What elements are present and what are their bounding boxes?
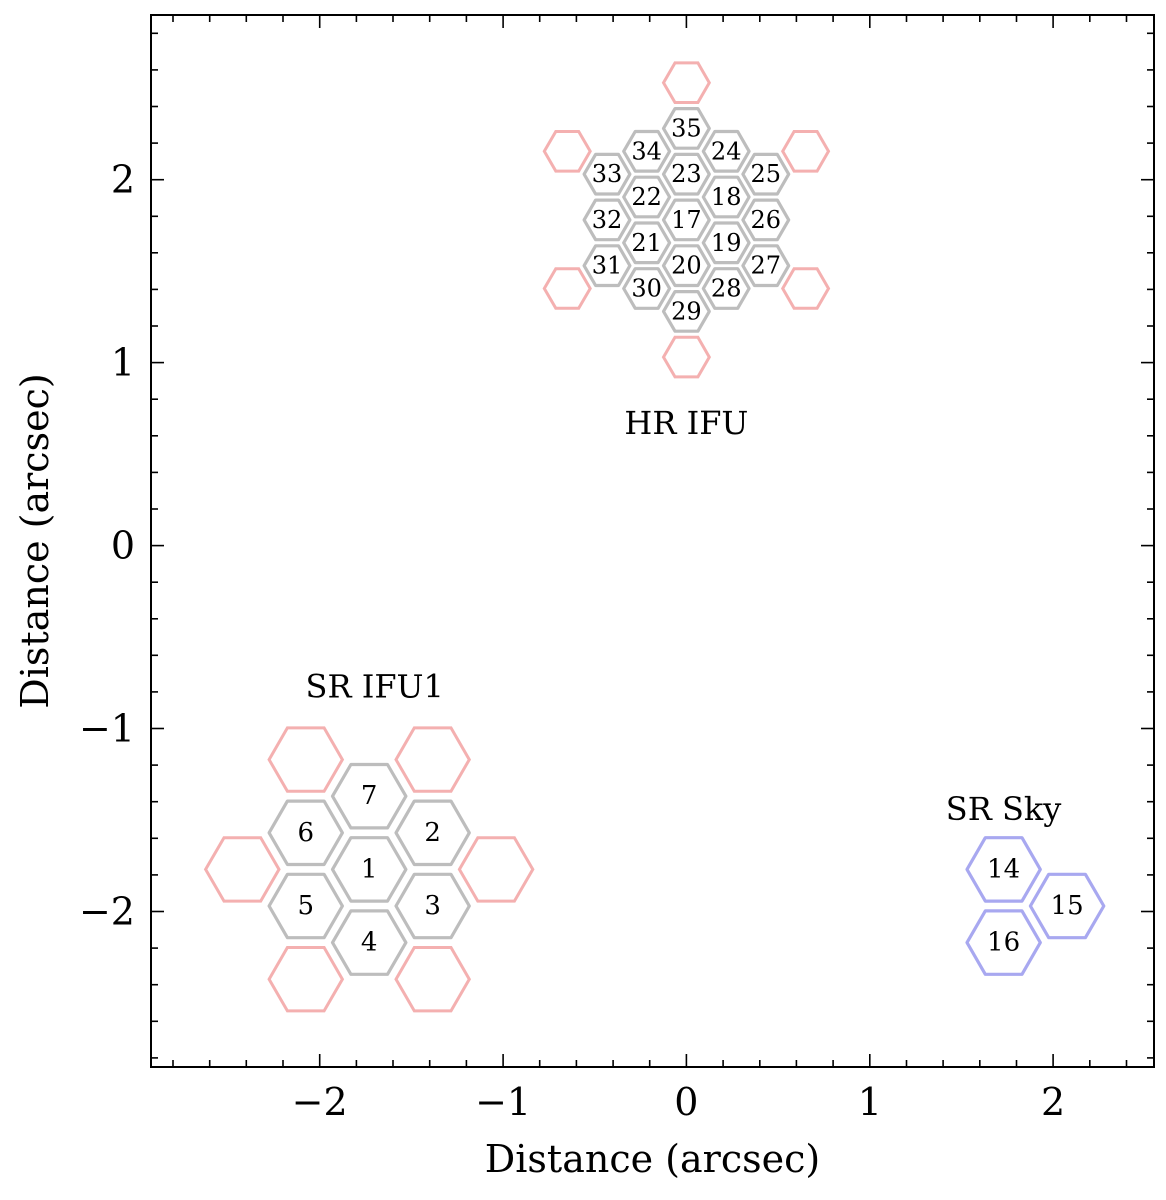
fiber-number-label: 4 [361,928,378,958]
fiber-number-label: 32 [592,206,623,234]
fiber-hexagon [622,221,672,265]
sky-fiber-number-label: 14 [987,854,1020,884]
y-axis-label: Distance (arcsec) [13,373,57,708]
fiber-hexagon [267,872,344,940]
fiber-hexagon [394,872,471,940]
x-tick-label: −2 [292,1080,348,1124]
group-label: HR IFU [624,404,748,442]
fiber-number-label: 3 [424,891,441,921]
fiber-hexagon [267,799,344,867]
x-tick-label: 1 [858,1080,882,1124]
fiber-hexagon [741,152,791,196]
fiber-number-label: 35 [671,114,702,142]
x-tick-label: 2 [1041,1080,1065,1124]
fiber-number-label: 1 [361,854,378,884]
fiber-hexagon [701,175,751,219]
fiber-hexagon [741,198,791,242]
fiber-number-label: 31 [592,252,623,280]
fiber-number-label: 28 [711,275,742,303]
fiber-hexagon [741,244,791,288]
fiber-number-label: 33 [592,160,623,188]
fiber-number-label: 17 [671,206,702,234]
fiber-number-label: 25 [751,160,782,188]
fiber-hexagon [582,198,632,242]
fiber-number-label: 22 [631,183,662,211]
fiber-number-label: 20 [671,252,702,280]
fiber-hexagon [661,152,711,196]
fiber-hexagon [701,221,751,265]
fiber-hexagon [661,290,711,333]
group-label: SR IFU1 [306,668,444,706]
guard-hexagon [457,836,535,903]
guard-hexagon [267,726,345,793]
plot-frame [150,14,1155,1068]
fiber-labels: 1718192021222324252627282930313233343512… [298,114,1084,957]
fiber-hexagons [267,106,1106,976]
guard-hexagon [267,946,345,1013]
guard-hexagons [203,61,831,1013]
fiber-number-label: 23 [671,160,702,188]
group-labels: HR IFU SR IFU1 SR Sky [306,404,1062,828]
fiber-hexagon [701,267,751,310]
y-tick-label: 0 [111,524,135,568]
tick-labels: −2 −1 0 1 2 −2 −1 0 1 2 [79,158,1065,1124]
fiber-number-label: 29 [671,297,702,325]
guard-hexagon [203,836,281,903]
sky-fiber-number-label: 15 [1051,891,1084,921]
fiber-hexagon [622,267,672,310]
x-tick-label: 0 [674,1080,698,1124]
fiber-number-label: 19 [711,229,742,257]
fiber-hexagon [394,799,471,867]
guard-hexagon [394,726,472,793]
fiber-number-label: 7 [361,781,378,811]
fiber-number-label: 5 [298,891,315,921]
fiber-number-label: 24 [711,137,742,165]
y-tick-label: 1 [111,341,135,385]
guard-hexagon [661,335,712,379]
y-tick-label: −2 [79,890,135,934]
guard-hexagon [542,130,592,173]
axis-ticks [151,15,1154,1067]
x-tick-label: −1 [475,1080,531,1124]
fiber-hexagon [582,244,632,288]
fiber-hexagon [622,129,672,173]
fiber-hexagon [330,762,408,830]
fiber-hexagon [661,244,711,288]
fiber-hexagon [701,129,751,173]
fiber-hexagon [622,175,672,219]
fiber-hexagon [330,909,408,976]
guard-hexagon [661,61,712,104]
fiber-number-label: 27 [751,252,782,280]
fiber-hexagon [330,836,408,903]
guard-hexagon [394,946,472,1013]
fiber-number-label: 2 [424,818,441,848]
guard-hexagon [780,130,831,173]
group-label: SR Sky [946,790,1062,828]
fiber-number-label: 30 [631,275,662,303]
guard-hexagon [542,267,592,310]
fiber-number-label: 26 [751,206,782,234]
sky-fiber-hexagon [1028,872,1106,940]
y-tick-label: 2 [111,158,135,202]
fiber-number-label: 21 [631,229,662,257]
y-tick-label: −1 [79,707,135,751]
fiber-hexagon [582,152,632,196]
sky-fiber-hexagon [965,836,1042,903]
x-axis-label: Distance (arcsec) [485,1137,820,1181]
fiber-hexagon [661,198,711,242]
fiber-number-label: 18 [711,183,742,211]
fiber-number-label: 34 [631,137,662,165]
fiber-number-label: 6 [298,818,315,848]
fiber-hexagon [661,106,711,150]
guard-hexagon [780,267,831,310]
sky-fiber-hexagon [965,909,1042,976]
sky-fiber-number-label: 16 [987,928,1020,958]
